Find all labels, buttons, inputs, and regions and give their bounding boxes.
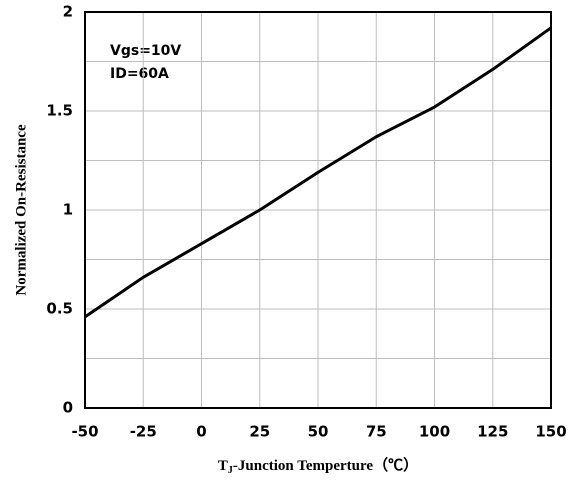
x-axis-label-main: T xyxy=(218,458,228,474)
y-tick-label: 1 xyxy=(63,201,73,219)
y-axis-label: Normalized On-Resistance xyxy=(13,124,29,296)
x-tick-label: -25 xyxy=(130,423,157,441)
x-axis-label: TJ-Junction Temperture（℃） xyxy=(218,456,418,476)
x-tick-label: 0 xyxy=(196,423,206,441)
y-tick-label: 2 xyxy=(63,3,73,21)
x-tick-label: 100 xyxy=(419,423,450,441)
x-axis-label-sub: J xyxy=(228,465,233,476)
x-axis-label-rest: -Junction Temperture（℃） xyxy=(233,456,418,474)
x-tick-label: 25 xyxy=(249,423,270,441)
x-tick-label: 50 xyxy=(308,423,329,441)
y-tick-label: 0 xyxy=(63,399,73,417)
x-tick-label: 75 xyxy=(366,423,387,441)
line xyxy=(84,26,552,319)
y-tick-label: 0.5 xyxy=(46,300,73,318)
x-tick-label: -50 xyxy=(71,423,98,441)
y-tick-label: 1.5 xyxy=(46,102,73,120)
x-tick-label: 125 xyxy=(477,423,508,441)
annotation: Vgs=10V xyxy=(110,43,181,59)
annotation: ID=60A xyxy=(110,66,169,82)
x-tick-label: 150 xyxy=(535,423,566,441)
plot-frame xyxy=(84,11,552,409)
